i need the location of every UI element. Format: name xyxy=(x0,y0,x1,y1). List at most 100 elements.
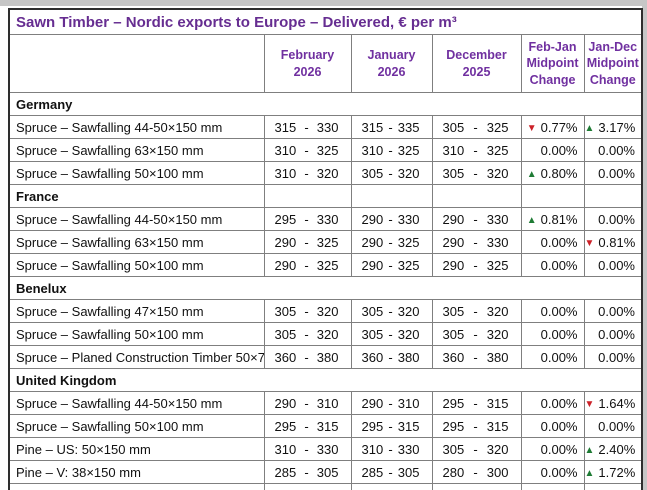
section-label: Benelux xyxy=(8,276,643,300)
price-high: 380 xyxy=(316,349,339,365)
change-value: 0.77% xyxy=(540,119,578,135)
price-low: 310 xyxy=(274,165,297,181)
price-range: 305-320 xyxy=(362,327,420,342)
midpoint-change-cell: 0.00% xyxy=(520,230,585,254)
sawn-timber-price-table: Sawn Timber – Nordic exports to Europe –… xyxy=(8,8,643,490)
up-arrow-icon: ▲ xyxy=(584,467,595,479)
price-low: 310 xyxy=(274,142,297,158)
price-high: 325 xyxy=(397,234,420,250)
price-high: 320 xyxy=(397,303,420,319)
change-value: 3.17% xyxy=(598,119,636,135)
range-dash: - xyxy=(388,119,393,135)
table-row: Spruce – Sawfalling 50×100 mm 290-325 290-… xyxy=(8,253,643,277)
price-range: 305-320 xyxy=(443,304,509,319)
range-dash: - xyxy=(304,418,309,434)
price-low: 305 xyxy=(361,165,384,181)
price-low: 290 xyxy=(361,257,384,273)
table-header-row: February 2026 January 2026 December 2025… xyxy=(8,34,643,93)
price-low: 305 xyxy=(442,119,465,135)
price-range: 305-320 xyxy=(443,442,509,457)
price-low: 295 xyxy=(361,418,384,434)
midpoint-change-cell: ▼ 0.77% xyxy=(520,115,585,139)
change-value: 0.00% xyxy=(540,395,578,411)
price-range: 295-330 xyxy=(275,212,339,227)
price-range-cell: 290-330 xyxy=(431,207,522,231)
table-row: Pine – V: 38×150 mm 285-305 285-305 280-300… xyxy=(8,460,643,484)
price-high: 310 xyxy=(316,395,339,411)
price-range-cell: 310-325 xyxy=(350,138,433,162)
table-row: Spruce – Sawfalling 44-50×150 mm 315-330 3… xyxy=(8,115,643,139)
product-label: Spruce – Sawfalling 47×150 mm xyxy=(8,299,265,323)
midpoint-change-cell: 0.00% xyxy=(520,253,585,277)
price-range-cell: 310-330 xyxy=(263,437,352,461)
change-value: 0.00% xyxy=(540,326,578,342)
down-arrow-icon: ▼ xyxy=(584,398,595,410)
midpoint-change-cell: 0.00% xyxy=(583,138,643,162)
price-low: 305 xyxy=(274,326,297,342)
price-low: 295 xyxy=(274,211,297,227)
price-low: 290 xyxy=(442,234,465,250)
price-range: 310-330 xyxy=(362,442,420,457)
price-range-cell: 295-315 xyxy=(263,414,352,438)
column-header-january-2026: January 2026 xyxy=(350,34,433,93)
range-dash: - xyxy=(473,488,477,490)
change-value: 0.00% xyxy=(540,234,578,250)
price-range-cell: 275 - 310 xyxy=(431,483,522,490)
range-dash: - xyxy=(304,119,309,135)
change-value: 0.00% xyxy=(598,257,635,273)
price-range: 280 - 310 xyxy=(362,488,420,490)
change-value: 1.64% xyxy=(598,395,636,411)
price-range-cell: 290-325 xyxy=(431,253,522,277)
page-edge-top xyxy=(0,0,647,6)
price-low: 280 xyxy=(442,464,465,480)
price-range: 295-315 xyxy=(443,419,509,434)
range-dash: - xyxy=(473,395,478,411)
down-arrow-icon: ▼ xyxy=(526,122,537,134)
change-value: 0.00% xyxy=(540,303,578,319)
price-range: 290-325 xyxy=(362,235,420,250)
price-low: 285 xyxy=(361,464,384,480)
up-arrow-icon: ▲ xyxy=(526,168,537,180)
section-label: France xyxy=(8,184,265,208)
price-range-cell: 310-325 xyxy=(431,138,522,162)
up-arrow-icon: ▲ xyxy=(584,122,595,134)
midpoint-change-cell: 0.00% xyxy=(583,345,643,369)
empty-cell xyxy=(263,184,352,208)
range-dash: - xyxy=(388,211,393,227)
price-high: 315 xyxy=(316,418,339,434)
price-range: 290-330 xyxy=(362,212,420,227)
range-dash: - xyxy=(473,349,478,365)
range-dash: - xyxy=(473,257,478,273)
price-high: 305 xyxy=(397,464,420,480)
price-range: 290-325 xyxy=(362,258,420,273)
price-range-cell: 290-310 xyxy=(350,391,433,415)
price-range: 360-380 xyxy=(362,350,420,365)
price-range: 290-325 xyxy=(275,235,339,250)
table-row: Spruce – Sawfalling 50×100 mm 310-320 305-… xyxy=(8,161,643,185)
range-dash: - xyxy=(473,211,478,227)
price-range-cell: 310-325 xyxy=(263,138,352,162)
price-low: 285 xyxy=(274,464,297,480)
midpoint-change-cell: ▲ 0.80% xyxy=(520,161,585,185)
range-dash: - xyxy=(473,418,478,434)
price-range-cell: 295-330 xyxy=(263,207,352,231)
range-dash: - xyxy=(304,211,309,227)
change-value: 0.00% xyxy=(598,349,635,365)
price-high: 320 xyxy=(316,326,339,342)
price-high: 325 xyxy=(397,142,420,158)
price-low: 315 xyxy=(274,119,297,135)
price-range: 305-325 xyxy=(443,120,509,135)
price-range-cell: 305-320 xyxy=(431,161,522,185)
price-low: 310 xyxy=(442,142,465,158)
price-low: 290 xyxy=(274,257,297,273)
range-dash: - xyxy=(473,119,478,135)
price-low: 305 xyxy=(274,303,297,319)
empty-cell xyxy=(520,184,585,208)
change-value: 0.00% xyxy=(598,326,635,342)
price-high: 320 xyxy=(486,326,509,342)
price-low: 305 xyxy=(442,326,465,342)
price-range-cell: 290-325 xyxy=(263,230,352,254)
price-range: 295-315 xyxy=(362,419,420,434)
price-low: 290 xyxy=(274,395,297,411)
price-high: 315 xyxy=(486,395,509,411)
